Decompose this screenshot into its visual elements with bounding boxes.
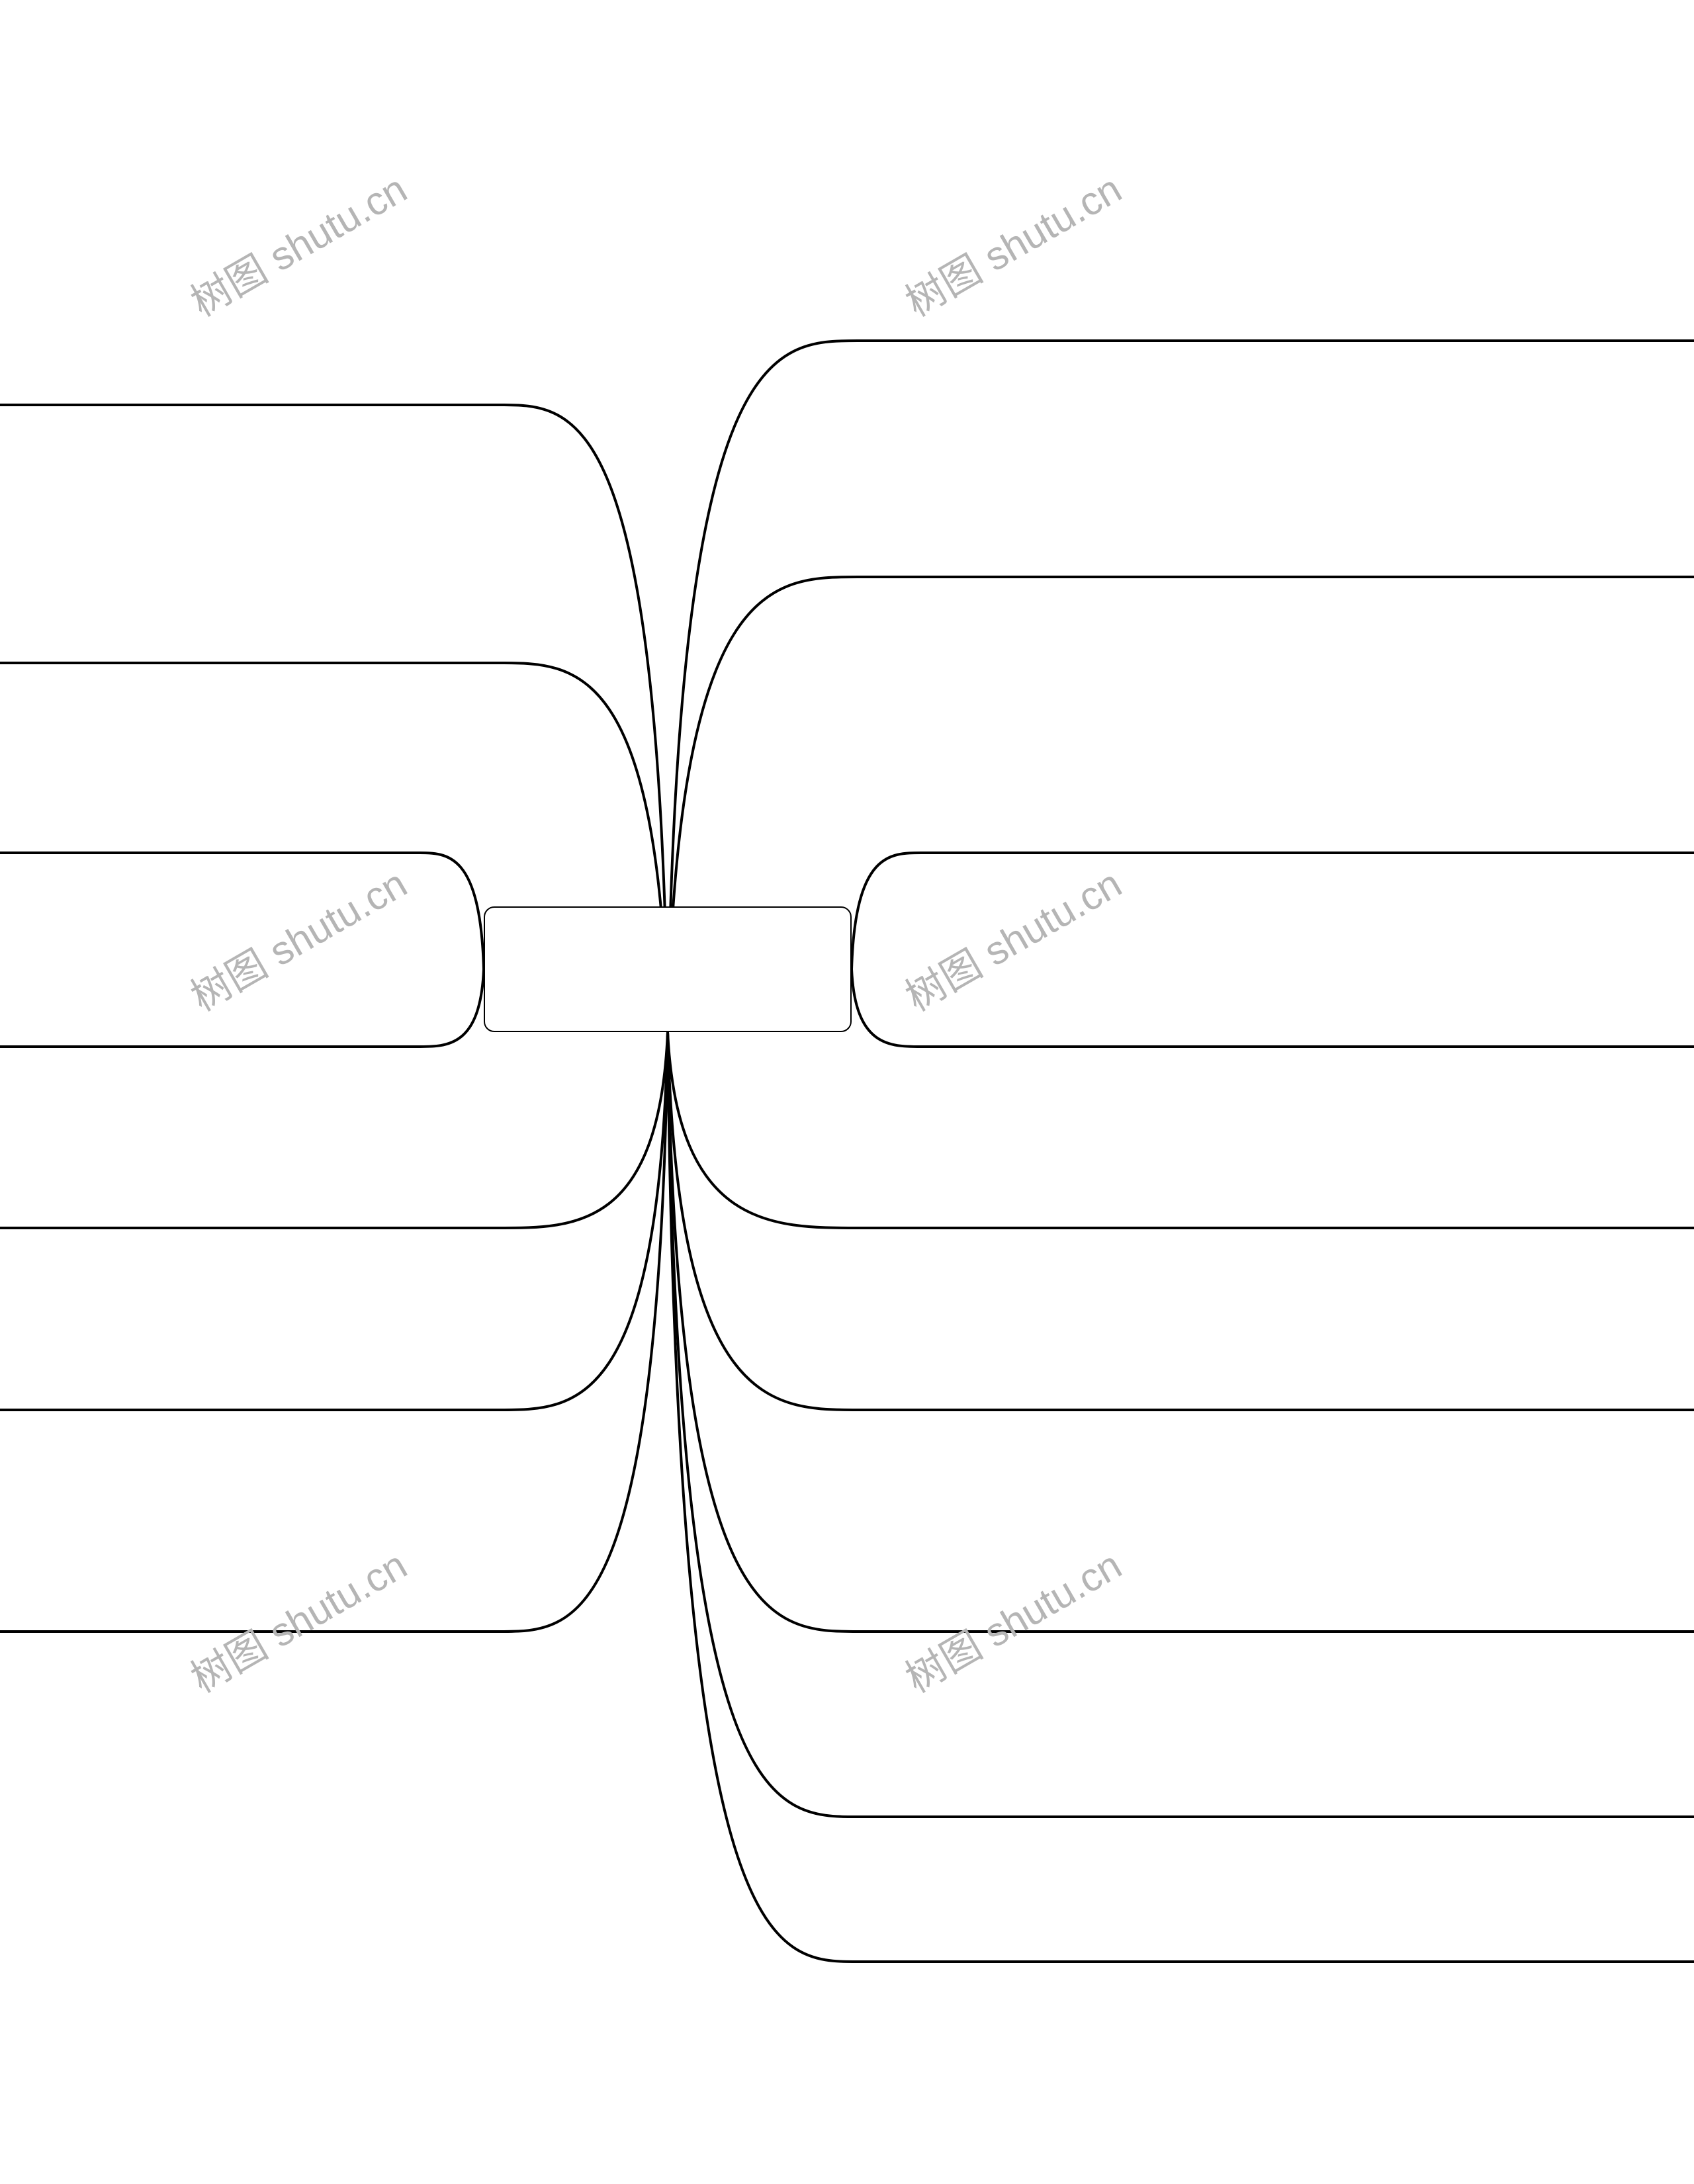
branch-right-7: [668, 1032, 1694, 1817]
diagram-canvas: 树图 shutu.cn树图 shutu.cn树图 shutu.cn树图 shut…: [0, 0, 1694, 2184]
branch-left-3: [0, 969, 484, 1047]
edges-layer: [0, 0, 1694, 2184]
branch-right-6: [668, 1032, 1694, 1632]
branch-right-4: [668, 1032, 1694, 1228]
branch-left-6: [0, 1032, 668, 1632]
branch-right-2: [852, 853, 1694, 969]
branch-right-8: [668, 1032, 1694, 1962]
branch-right-5: [668, 1032, 1694, 1410]
branch-left-2: [0, 853, 484, 969]
branch-left-5: [0, 1032, 668, 1410]
branch-right-3: [852, 969, 1694, 1047]
center-node: [484, 906, 852, 1032]
branch-left-4: [0, 1032, 668, 1228]
